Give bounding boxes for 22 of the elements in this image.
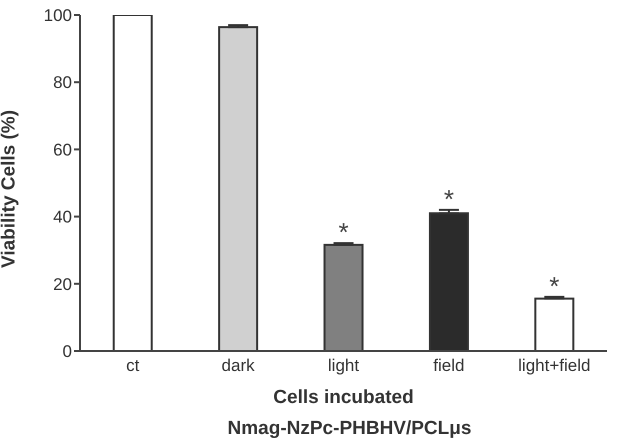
annotation: * [549,270,560,301]
text: Nmag-NzPc-PHBHV/PCLμs [226,418,472,440]
y-axis-title: Viability Cells (%) [0,110,20,268]
x-tick-label: field [433,356,464,376]
y-tick-label: 40 [53,208,72,227]
x-tick-label: dark [222,356,256,376]
y-tick-label: 100 [44,6,72,26]
x-tick-label: light [328,356,360,376]
bar [112,15,153,351]
y-tick-label: 20 [53,274,72,294]
bar [428,212,469,351]
y-tick-label: 0 [62,342,72,362]
y-tick-label: 80 [53,73,72,92]
y-tick-label: 60 [53,140,72,160]
x-tick-label: ct [126,356,140,376]
x-axis-title: Cells incubated [273,387,414,408]
bar [534,298,574,351]
x-tick-label: light+field [518,356,590,376]
annotation: * [338,217,349,248]
annotation: * [444,184,454,214]
bar [218,26,258,351]
bar [324,244,364,351]
